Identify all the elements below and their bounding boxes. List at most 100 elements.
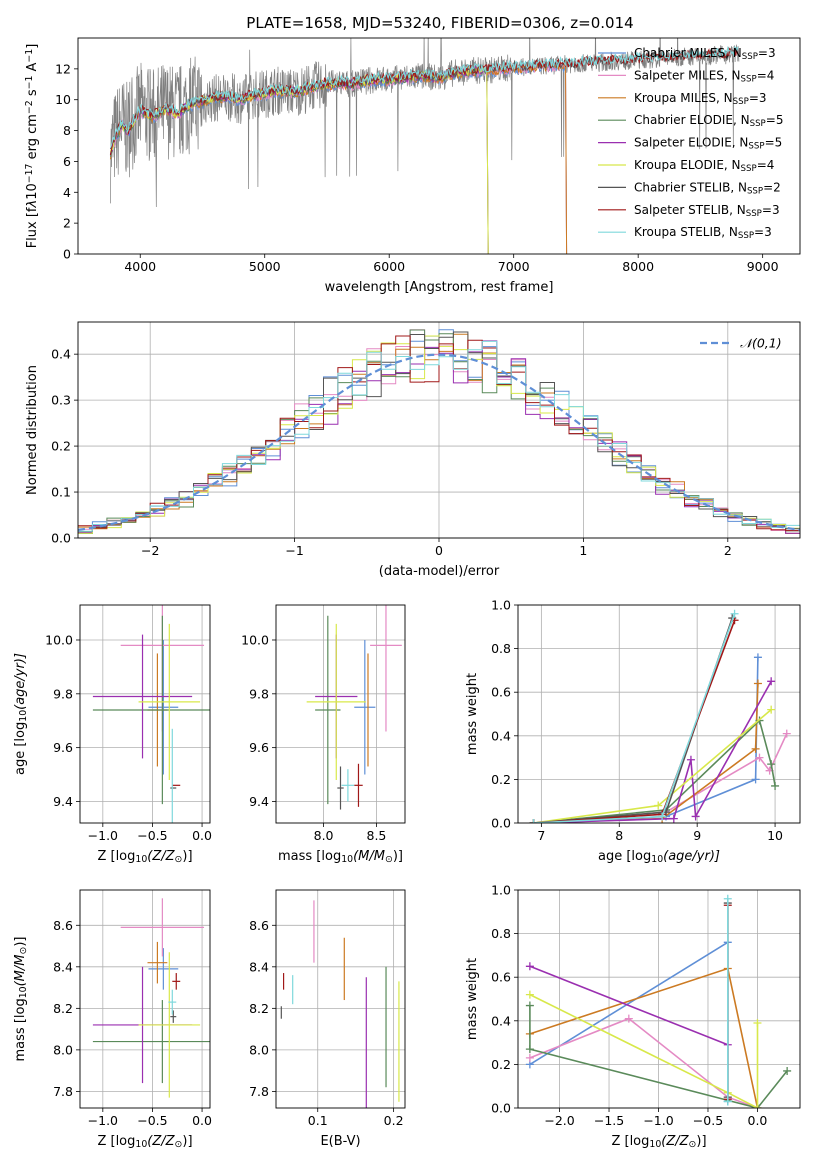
x-tick-label: 0.1 <box>308 1113 328 1128</box>
chabrier-elodie-point <box>92 615 210 805</box>
age_vs_z-axes: −1.0 −0.5 0.0 9.4 9.6 9.8 10.0 <box>45 605 212 843</box>
x-axis-label-part: 10 <box>135 1139 147 1150</box>
salpeter-miles-point <box>120 898 205 957</box>
mass_vs_z-axes: −1.0 −0.5 0.0 7.8 8.0 8.2 8.4 8.6 <box>53 890 212 1128</box>
legend-label-part: SSP <box>742 52 758 62</box>
plus-marker <box>723 894 732 903</box>
x-tick-label: −2.0 <box>544 1113 574 1128</box>
legend-label-part: =4 <box>757 158 775 172</box>
axes-frame <box>275 889 406 1109</box>
x-axis-label-part: ⊙ <box>175 854 183 865</box>
y-tick-label: 1.0 <box>491 883 511 898</box>
legend-label-part: =3 <box>749 91 767 105</box>
axes-frame <box>79 604 211 824</box>
y-axis-label-part: 10 <box>18 986 29 998</box>
x-tick-label: 10 <box>767 828 783 843</box>
x-axis-label-part: Z [log <box>97 1134 135 1149</box>
y-tick-label: 7.8 <box>249 1084 269 1099</box>
y-axis-label: age [log10(age/yr)] <box>13 653 29 775</box>
series-line <box>533 680 772 823</box>
x-axis-label-part: mass [log <box>278 849 341 864</box>
mass_vs_ebv-axes: 0.1 0.2 7.8 8.0 8.2 8.4 8.6 <box>249 890 405 1128</box>
y-tick-label: 0.6 <box>491 685 511 700</box>
y-tick-label: 9.8 <box>249 686 269 701</box>
plus-marker <box>782 729 791 738</box>
y-axis-label: mass weight <box>465 958 480 1040</box>
x-tick-label: 7000 <box>498 259 530 274</box>
plus-marker <box>686 755 695 764</box>
x-axis-label-part: (age/yr)] <box>663 849 720 864</box>
salpeter-stelib-point <box>172 973 181 990</box>
plus-marker <box>753 1104 762 1108</box>
y-tick-label: 2 <box>63 216 71 231</box>
x-axis-label-part: ⊙ <box>385 854 393 865</box>
x-tick-label: 9 <box>693 828 701 843</box>
series-line <box>533 620 736 823</box>
x-tick-label: 8.0 <box>314 828 334 843</box>
series-line <box>529 1017 758 1108</box>
x-tick-label: 0.0 <box>192 1113 212 1128</box>
x-tick-label: −1.5 <box>594 1113 624 1128</box>
x-axis-label-part: (Z/Z <box>661 1134 689 1149</box>
y-tick-label: 0.8 <box>491 641 511 656</box>
y-tick-label: 0.4 <box>51 347 71 362</box>
y-axis-label-part: 10 <box>25 183 40 200</box>
x-axis-label-part: ⊙ <box>175 1139 183 1150</box>
x-tick-label: 1 <box>579 543 587 558</box>
x-tick-label: 8000 <box>622 259 654 274</box>
plus-marker <box>658 812 667 821</box>
y-tick-label: 9.4 <box>249 794 269 809</box>
y-axis-label-part: erg cm <box>25 114 40 163</box>
x-axis-label: age [log10(age/yr)] <box>598 849 720 865</box>
x-tick-label: −1.0 <box>643 1113 673 1128</box>
series-line <box>529 1005 788 1108</box>
y-axis-label-part: (M/M <box>13 955 28 987</box>
y-tick-label: 8.4 <box>53 959 73 974</box>
series-line <box>529 993 759 1108</box>
legend-label-part: =3 <box>754 225 772 239</box>
weight_vs_age-axes: 7 8 9 10 0.0 0.2 0.4 0.6 0.8 1.0 <box>491 598 800 843</box>
y-axis-label-part: −2 <box>24 100 35 114</box>
axes-frame <box>275 604 406 824</box>
y-axis-label: Normed distribution <box>25 365 40 495</box>
chabrier-miles-point <box>354 639 376 775</box>
x-axis-label-part: )] <box>182 849 192 864</box>
x-tick-label: −1 <box>285 543 303 558</box>
spectrum-axes: 4000 5000 6000 7000 8000 9000 0 2 4 6 8 10 12 <box>55 61 779 274</box>
kroupa-elodie-point <box>138 952 201 1098</box>
legend-label: Salpeter ELODIE, NSSP=5 <box>634 136 782 152</box>
legend-label-part: SSP <box>741 164 757 174</box>
y-tick-label: 9.8 <box>53 686 73 701</box>
legend-label-part: Chabrier STELIB, N <box>634 180 747 194</box>
x-tick-label: 8.5 <box>367 828 387 843</box>
age_vs_mass-axes: 8.0 8.5 9.4 9.6 9.8 10.0 <box>241 605 405 843</box>
y-tick-label: 0.2 <box>491 772 511 787</box>
legend-label-part: Kroupa MILES, N <box>634 91 733 105</box>
chabrier-elodie-series <box>525 1001 792 1108</box>
y-tick-label: 8.6 <box>249 918 269 933</box>
y-tick-label: 12 <box>55 61 71 76</box>
plus-marker <box>624 1014 633 1023</box>
legend-label-part: =3 <box>758 46 776 60</box>
y-axis-label: mass [log10(M/M⊙)] <box>13 937 29 1062</box>
legend-label-part: SSP <box>750 119 766 129</box>
y-tick-label: 10 <box>55 92 71 107</box>
y-tick-label: 0.8 <box>491 926 511 941</box>
legend-label-part: SSP <box>741 75 757 85</box>
legend-label-part: =2 <box>763 180 781 194</box>
plus-marker <box>751 775 760 784</box>
axes-frame <box>79 889 211 1109</box>
chabrier-stelib-point <box>337 766 344 810</box>
y-axis-label-part: −1 <box>24 76 35 90</box>
y-tick-label: 8.0 <box>249 1042 269 1057</box>
chabrier-miles-point <box>148 948 179 990</box>
y-tick-label: 0.2 <box>491 1057 511 1072</box>
x-tick-label: −2 <box>141 543 159 558</box>
y-axis-label-part: −1 <box>24 49 35 63</box>
plus-marker <box>525 1001 534 1010</box>
plus-marker <box>723 1097 732 1106</box>
y-axis-label-part: Flux [f <box>25 207 40 248</box>
y-tick-label: 6 <box>63 154 71 169</box>
y-tick-label: 0.2 <box>51 439 71 454</box>
